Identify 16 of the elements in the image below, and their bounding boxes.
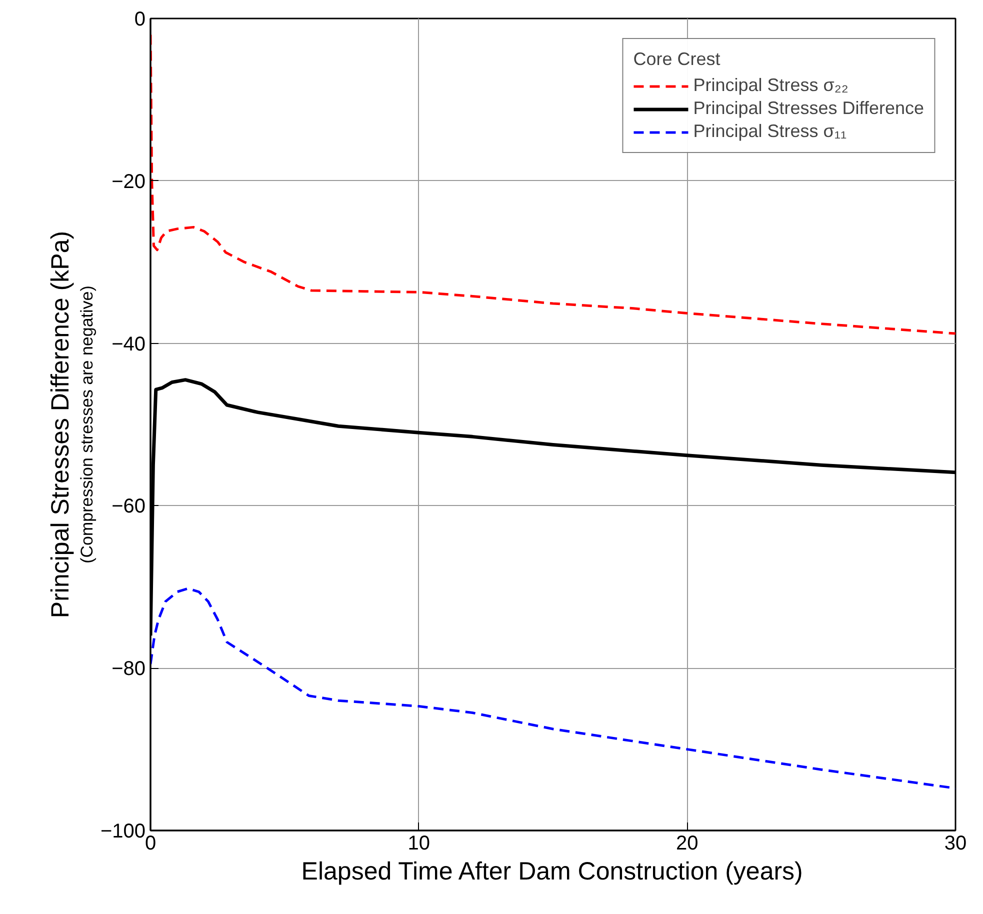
y-tick-label: −80: [112, 658, 146, 680]
legend-title: Core Crest: [633, 49, 722, 70]
legend-label: Principal Stress σ₂₂: [693, 75, 848, 96]
legend-label: Principal Stresses Difference: [693, 98, 924, 119]
y-tick-label: −20: [112, 170, 146, 193]
x-axis-title: Elapsed Time After Dam Construction (years): [301, 858, 803, 886]
y-tick-label: −40: [112, 333, 146, 356]
x-tick-label: 30: [944, 832, 967, 854]
x-tick-label: 10: [408, 832, 430, 854]
y-tick-label: −60: [112, 496, 146, 518]
y-tick-label: 0: [134, 8, 146, 30]
text: (Compression stresses are negative): [78, 286, 96, 564]
y-tick-label: −100: [100, 820, 146, 842]
y-axis-title: Principal Stresses Difference (kPa): [46, 230, 74, 618]
x-tick-label: 20: [676, 832, 698, 854]
legend-label: Principal Stress σ₁₁: [693, 121, 847, 142]
